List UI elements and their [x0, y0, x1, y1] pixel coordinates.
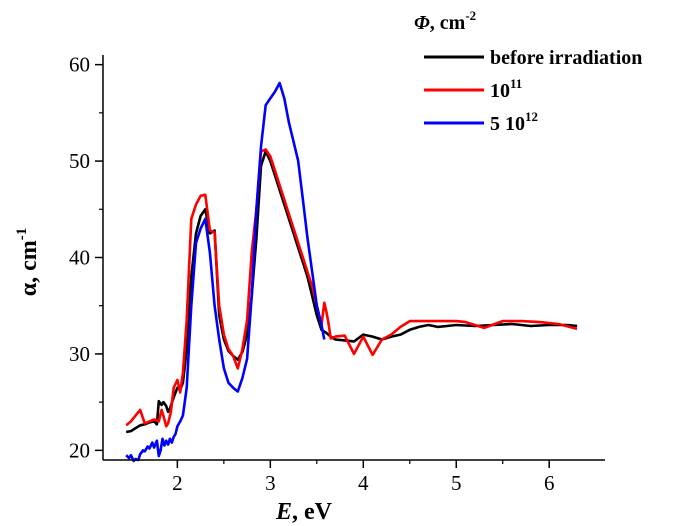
x-tick-label: 4 [358, 471, 369, 495]
legend-label-exponent: 12 [525, 109, 538, 124]
y-tick-label: 20 [69, 438, 90, 462]
legend-label-text: 5 10 [490, 113, 525, 135]
plot-series [125, 81, 578, 463]
legend-label-text: before irradiation [490, 47, 642, 69]
y-axis-title: α, cm-1 [14, 228, 42, 297]
y-tick-label: 60 [69, 53, 90, 77]
x-tick-label: 3 [265, 471, 276, 495]
y-tick-label: 40 [69, 246, 90, 270]
x-ticks: 2 3 4 5 6 [172, 460, 554, 495]
legend-label-1: before irradiation [490, 47, 642, 69]
y-ticks: 20 30 40 50 60 [69, 53, 103, 462]
series-line-2 [125, 148, 578, 428]
y-tick-label: 50 [69, 149, 90, 173]
legend-title-exponent: -2 [465, 8, 476, 23]
legend-title-unit: , cm [430, 12, 466, 34]
legend-label-text: 10 [490, 80, 510, 102]
y-tick-label: 30 [69, 342, 90, 366]
y-axis-exponent: -1 [14, 228, 30, 241]
legend-title-variable: Φ [414, 12, 430, 34]
x-tick-label: 5 [451, 471, 462, 495]
x-axis-unit: , eV [292, 499, 333, 525]
legend: Φ, cm-2 before irradiation 1011 5 1012 [414, 8, 642, 135]
y-axis-prefix: α, cm [16, 240, 42, 296]
x-tick-label: 6 [544, 471, 555, 495]
x-axis-title: E, eV [275, 499, 333, 525]
legend-label-3: 5 1012 [490, 109, 538, 135]
legend-title: Φ, cm-2 [414, 8, 476, 34]
x-axis-variable: E [275, 499, 292, 525]
series-line-3 [125, 81, 326, 463]
legend-items: before irradiation 1011 5 1012 [424, 47, 642, 135]
series-line-1 [125, 150, 578, 434]
legend-label-2: 1011 [490, 76, 522, 102]
x-tick-label: 2 [172, 471, 183, 495]
legend-label-exponent: 11 [510, 76, 522, 91]
